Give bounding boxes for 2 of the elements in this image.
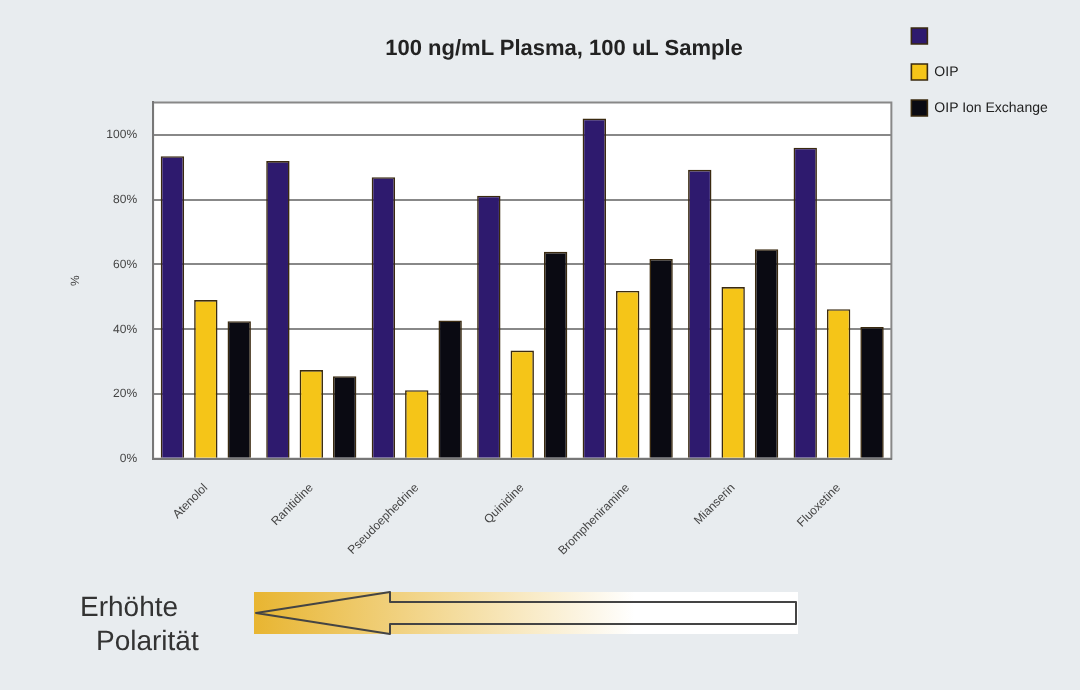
text: Erhöhte Polarität [80,590,199,658]
chart-title: 100 ng/mL Plasma, 100 uL Sample [385,37,743,62]
